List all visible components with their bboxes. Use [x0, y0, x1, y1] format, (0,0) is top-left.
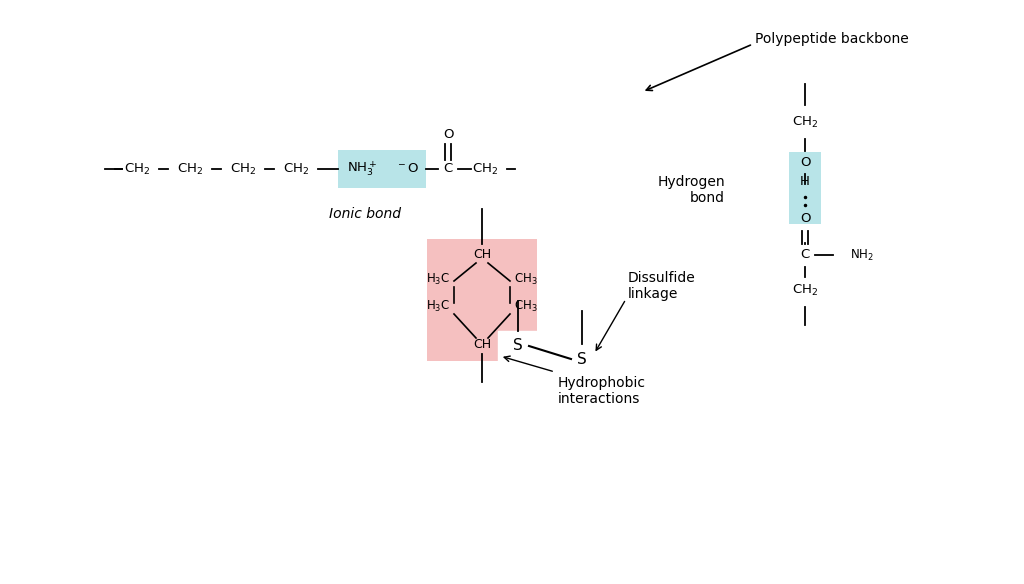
Text: CH: CH [473, 248, 492, 260]
Text: Hydrogen
bond: Hydrogen bond [657, 175, 725, 205]
Text: $^-$O: $^-$O [396, 162, 420, 176]
Text: NH$_2$: NH$_2$ [850, 248, 873, 263]
Text: Hydrophobic
interactions: Hydrophobic interactions [558, 376, 646, 406]
Text: NH$_3^+$: NH$_3^+$ [347, 159, 377, 178]
Text: CH$_2$: CH$_2$ [283, 161, 309, 176]
Text: O: O [800, 155, 810, 169]
Text: CH: CH [473, 338, 492, 350]
Text: CH$_2$: CH$_2$ [472, 161, 498, 176]
FancyBboxPatch shape [390, 150, 426, 188]
Text: CH$_3$: CH$_3$ [514, 298, 538, 314]
Text: CH$_2$: CH$_2$ [792, 114, 818, 130]
Text: C: C [801, 249, 810, 262]
Text: CH$_2$: CH$_2$ [124, 161, 151, 176]
Text: H$_3$C: H$_3$C [426, 272, 450, 287]
Text: Polypeptide backbone: Polypeptide backbone [755, 32, 908, 46]
FancyBboxPatch shape [338, 150, 390, 188]
Text: S: S [513, 339, 523, 353]
Text: CH$_2$: CH$_2$ [792, 283, 818, 298]
Text: H$_3$C: H$_3$C [426, 298, 450, 314]
Text: O: O [442, 127, 454, 141]
Text: Dissulfide
linkage: Dissulfide linkage [628, 271, 695, 301]
Text: CH$_2$: CH$_2$ [177, 161, 203, 176]
Text: S: S [578, 352, 587, 367]
Text: CH$_3$: CH$_3$ [514, 272, 538, 287]
Text: H: H [800, 176, 810, 189]
Text: CH$_2$: CH$_2$ [229, 161, 256, 176]
Text: O: O [800, 213, 810, 225]
Text: C: C [443, 162, 453, 176]
FancyBboxPatch shape [427, 239, 537, 361]
FancyBboxPatch shape [790, 152, 821, 224]
Text: Ionic bond: Ionic bond [329, 207, 401, 221]
